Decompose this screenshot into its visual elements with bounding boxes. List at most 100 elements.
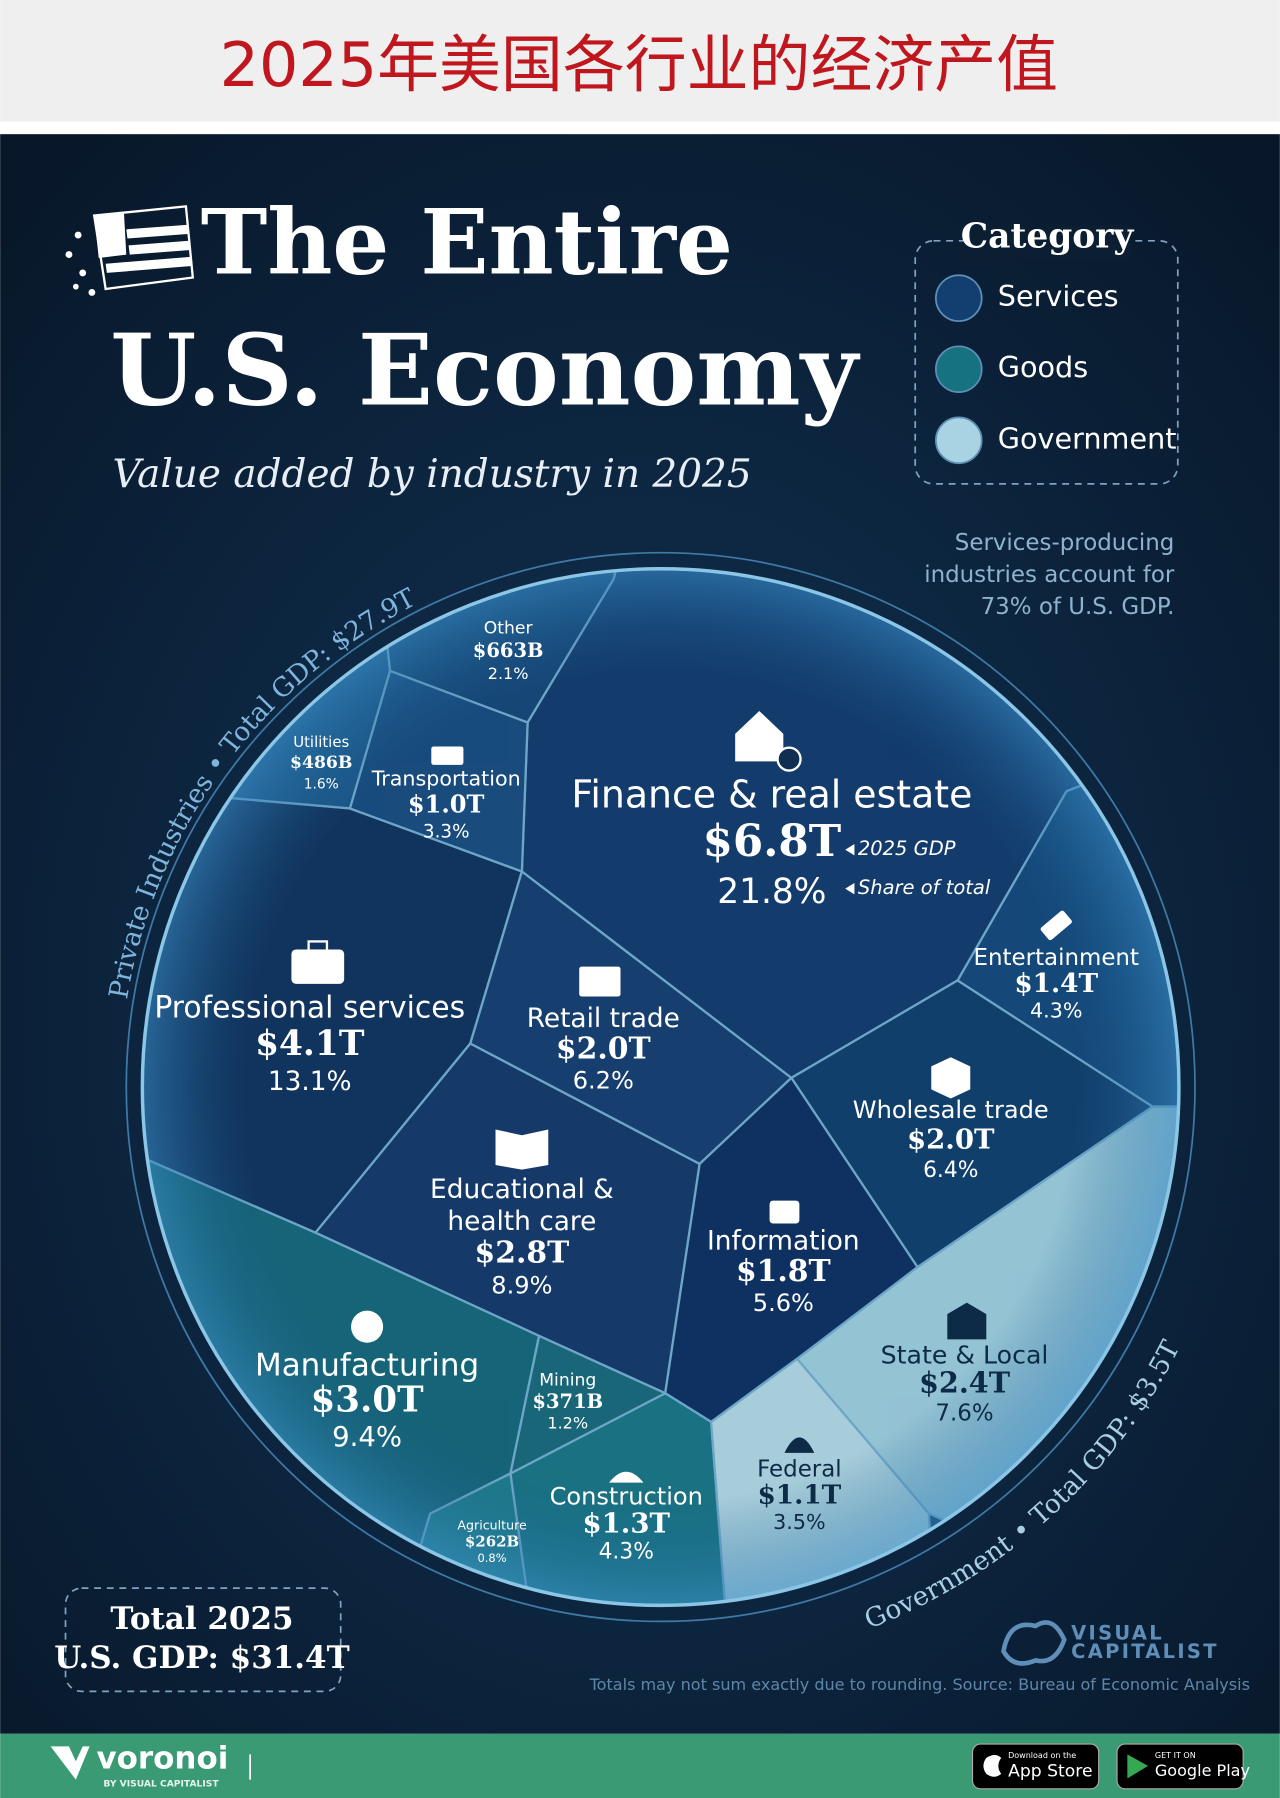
sector-value: $371B xyxy=(532,1390,603,1413)
sector-value: $486B xyxy=(290,753,352,773)
sector-value: $2.0T xyxy=(907,1123,995,1155)
button-caption: GET IT ON xyxy=(1155,1751,1196,1760)
sector-name: State & Local xyxy=(881,1341,1049,1370)
google-play-button[interactable] xyxy=(1116,1743,1244,1790)
sector-share: 13.1% xyxy=(268,1067,352,1097)
sector-name: Educational & xyxy=(430,1175,614,1205)
logo-text: VISUAL xyxy=(1071,1622,1164,1645)
sector-value: $1.8T xyxy=(736,1254,831,1289)
sector-value: $2.0T xyxy=(556,1031,651,1066)
briefcase-icon xyxy=(291,949,345,984)
sector-share: 3.3% xyxy=(423,821,470,842)
brand-by: BY VISUAL CAPITALIST xyxy=(103,1779,219,1790)
chat-icon xyxy=(769,1200,800,1224)
box-icon xyxy=(931,1057,971,1099)
sector-share: 8.9% xyxy=(491,1272,552,1300)
vc-logo: VISUAL CAPITALIST xyxy=(1001,1620,1219,1666)
sector-value: $262B xyxy=(465,1532,519,1550)
annotation: Share of total xyxy=(858,876,991,899)
button-caption: Download on the xyxy=(1008,1751,1076,1760)
total-label: Total 2025 xyxy=(110,1601,293,1637)
legend-label: Goods xyxy=(998,350,1088,384)
total-label: U.S. GDP: $31.4T xyxy=(54,1640,349,1676)
annotation-arrow xyxy=(845,882,855,895)
truck-icon xyxy=(431,746,464,765)
sector-value: $3.0T xyxy=(311,1379,425,1420)
main-title: U.S. Economy xyxy=(110,312,860,428)
sector-share: 3.5% xyxy=(773,1510,825,1534)
logo-mark xyxy=(1001,1620,1067,1666)
legend-title: Category xyxy=(961,217,1135,257)
sector-share: 1.2% xyxy=(547,1414,588,1433)
sector-share: 6.2% xyxy=(573,1066,634,1094)
header-band xyxy=(0,0,1280,122)
sector-share: 6.4% xyxy=(923,1158,978,1183)
briefcase-handle xyxy=(307,940,329,952)
apple-icon xyxy=(983,1754,1002,1777)
sector-name: Other xyxy=(484,618,534,638)
sector-name: Entertainment xyxy=(974,945,1139,971)
outer-ring xyxy=(125,551,1196,1623)
legend-box xyxy=(914,239,1179,485)
store-icon xyxy=(579,966,621,997)
sector-name: Wholesale trade xyxy=(853,1096,1049,1124)
sector-value: $1.0T xyxy=(408,790,485,819)
sector-name: health care xyxy=(447,1207,596,1237)
sector-value: $663B xyxy=(473,639,544,662)
sector-share: 21.8% xyxy=(717,872,826,912)
sector-share: 0.8% xyxy=(478,1551,507,1565)
legend-label: Government xyxy=(998,421,1177,455)
disc-rim xyxy=(140,567,1181,1608)
sector-value: $1.4T xyxy=(1014,968,1098,999)
annotation: 2025 GDP xyxy=(858,837,956,860)
note: Services-producing industries account for… xyxy=(924,530,1175,620)
sector-name: Construction xyxy=(550,1483,703,1511)
sector-name: Agriculture xyxy=(457,1518,527,1533)
annotation-arrow xyxy=(845,843,855,856)
sector-share: 1.6% xyxy=(304,776,339,792)
book-icon xyxy=(495,1129,549,1170)
footnote: Totals may not sum exactly due to roundi… xyxy=(589,1675,1250,1694)
sector-name: Mining xyxy=(539,1371,596,1391)
app-store-button[interactable] xyxy=(971,1743,1100,1790)
note-line: industries account for xyxy=(924,562,1175,588)
gear-icon xyxy=(351,1310,384,1343)
sector-value: $2.4T xyxy=(919,1366,1011,1400)
legend-items: Services Goods Government xyxy=(934,274,1177,465)
house-icon xyxy=(735,710,784,762)
sector-value: $2.8T xyxy=(475,1235,570,1270)
bank-icon xyxy=(947,1302,987,1340)
icons xyxy=(291,710,1072,1483)
cell-labels: Finance & real estate$6.8T 21.8% Professio… xyxy=(154,618,1139,1564)
legend-swatch xyxy=(934,345,983,394)
main-title: The Entire xyxy=(201,190,733,295)
sector-name: Information xyxy=(707,1226,860,1256)
sector-name: Federal xyxy=(757,1457,842,1483)
sector-name: Finance & real estate xyxy=(571,772,972,816)
sector-share: 5.6% xyxy=(753,1289,814,1317)
sector-value: $1.1T xyxy=(757,1479,841,1510)
ticket-icon xyxy=(1040,910,1072,941)
legend-label: Services xyxy=(998,279,1119,313)
sector-name: Professional services xyxy=(154,991,465,1026)
brand: voronoi xyxy=(96,1741,228,1777)
sector-share: 2.1% xyxy=(488,664,529,683)
sector-name: Retail trade xyxy=(527,1004,680,1034)
sector-name: Utilities xyxy=(293,733,349,751)
flag-icon xyxy=(65,205,195,296)
note-line: 73% of U.S. GDP. xyxy=(981,594,1175,620)
button-label: App Store xyxy=(1008,1762,1092,1782)
sector-value: $1.3T xyxy=(582,1508,670,1540)
sector-name: Manufacturing xyxy=(255,1347,479,1383)
hardhat-icon xyxy=(609,1471,644,1483)
sector-share: 4.3% xyxy=(599,1540,654,1565)
header-title: 2025年美国各行业的经济产值 xyxy=(220,29,1059,101)
sector-name: Transportation xyxy=(371,767,521,791)
sector-value: $4.1T xyxy=(255,1024,365,1064)
voronoi-mark xyxy=(50,1746,90,1780)
sector-share: 9.4% xyxy=(332,1421,402,1453)
logo-text: CAPITALIST xyxy=(1071,1640,1219,1663)
subtitle: Value added by industry in 2025 xyxy=(113,452,752,497)
